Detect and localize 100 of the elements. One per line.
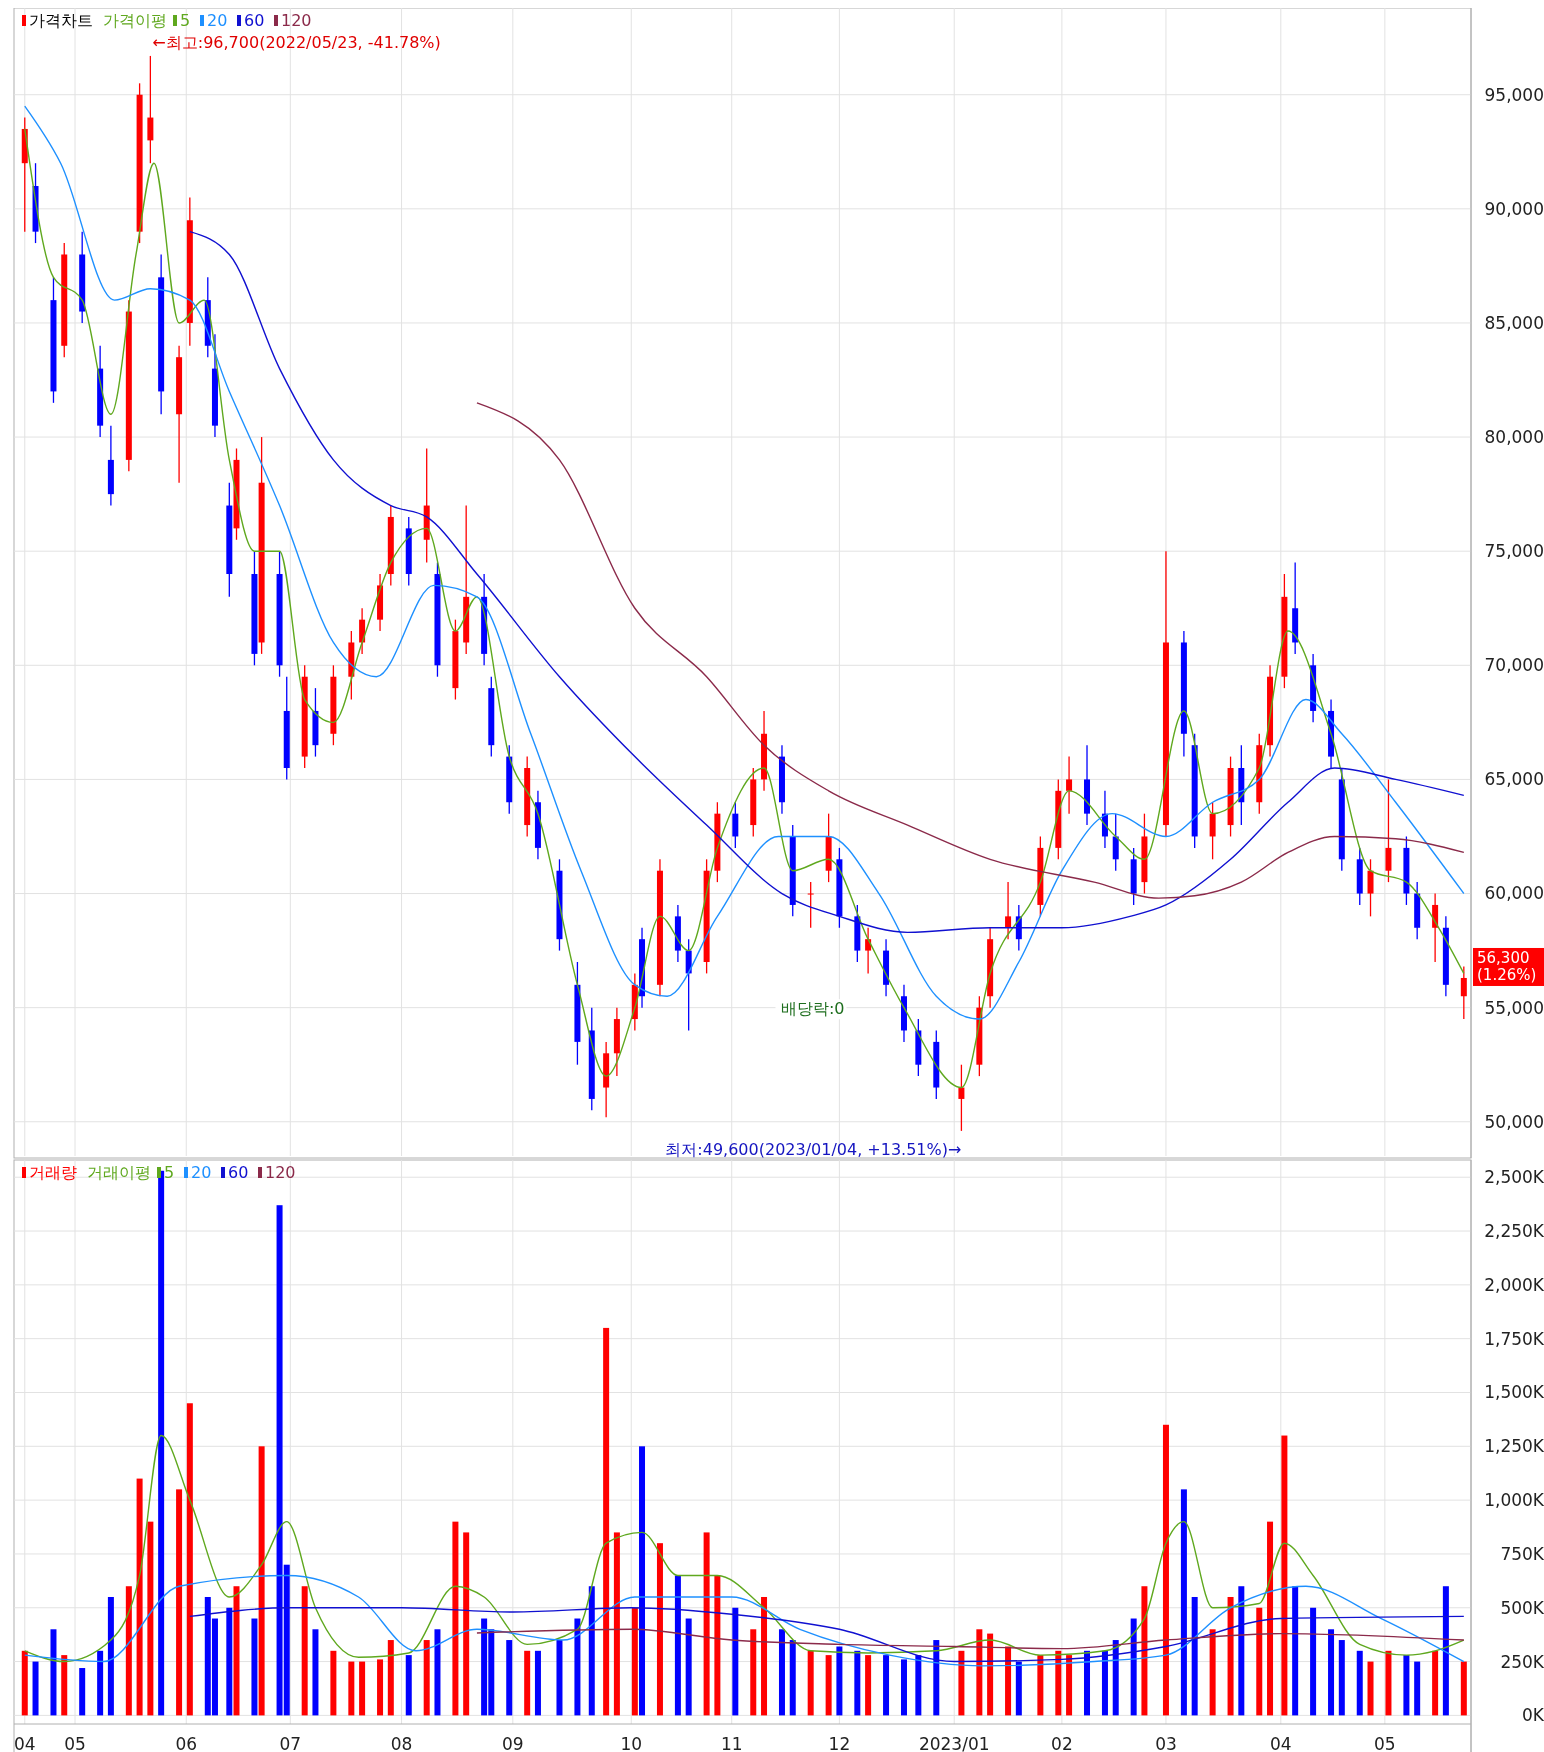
bar (61, 1655, 68, 1716)
bar (312, 1629, 319, 1716)
bar (1238, 1586, 1245, 1716)
bar (1015, 1661, 1022, 1716)
candlestick (147, 55, 154, 164)
bar (258, 1446, 265, 1716)
bar (97, 1650, 104, 1716)
bar (1292, 1586, 1299, 1716)
bar (186, 1403, 193, 1716)
candlestick (1112, 813, 1119, 872)
bar (1256, 1607, 1263, 1716)
bar (32, 1661, 39, 1716)
bar (656, 1543, 663, 1716)
bar (348, 1661, 355, 1716)
bar (330, 1650, 337, 1716)
bar (1084, 1650, 1091, 1716)
bar (750, 1629, 757, 1716)
bar (732, 1607, 739, 1716)
y-tick-label: 60,000 (1484, 883, 1544, 904)
bar (434, 1629, 441, 1716)
y-tick-label: 90,000 (1484, 198, 1544, 219)
legend-label: 거래량 (29, 1163, 77, 1182)
bar (1356, 1650, 1363, 1716)
bar (107, 1596, 114, 1716)
bar (1385, 1650, 1392, 1716)
bar (1209, 1629, 1216, 1716)
candlestick (1460, 965, 1467, 1020)
bar (1130, 1618, 1137, 1716)
x-tick-label: 10 (620, 1734, 643, 1752)
x-tick-label: 06 (175, 1734, 198, 1752)
bar (588, 1586, 595, 1716)
bar (524, 1650, 531, 1716)
legend-title: 거래이평 (87, 1163, 151, 1182)
x-tick-label: 04 (13, 1734, 36, 1752)
bar (1338, 1640, 1345, 1716)
bar (714, 1575, 721, 1716)
bar (176, 1489, 183, 1716)
candlestick (1209, 801, 1216, 860)
y-tick-label: 50,000 (1484, 1111, 1544, 1132)
candlestick (1066, 755, 1073, 815)
bar (631, 1607, 638, 1716)
bar (574, 1618, 581, 1716)
y-tick-label: 70,000 (1484, 655, 1544, 676)
x-tick-label: 11 (720, 1734, 743, 1752)
bar (1403, 1655, 1410, 1716)
bar (825, 1655, 832, 1716)
line-series (189, 1607, 1465, 1663)
line-series (476, 402, 1465, 899)
bar (778, 1629, 785, 1716)
legend-label: 20 (207, 11, 228, 30)
bar (158, 1170, 165, 1716)
candlestick (1367, 858, 1374, 918)
y-tick-label: 750K (1500, 1543, 1544, 1564)
legend-label: 60 (244, 11, 265, 30)
bar (125, 1586, 132, 1716)
legend-label: 5 (180, 11, 191, 30)
bar (1005, 1646, 1012, 1716)
bar (1191, 1596, 1198, 1716)
bar (1227, 1596, 1234, 1716)
y-tick-label: 55,000 (1484, 997, 1544, 1018)
annotation: ←최고:96,700(2022/05/23, -41.78%) (152, 32, 441, 52)
bar (703, 1532, 710, 1716)
bar (1281, 1435, 1288, 1716)
bar (854, 1650, 861, 1716)
bar (1112, 1640, 1119, 1716)
bar (423, 1640, 430, 1716)
bar (1162, 1424, 1169, 1716)
y-tick-label: 500K (1500, 1597, 1544, 1618)
x-tick-label: 2023/01 (918, 1734, 990, 1752)
bar (761, 1596, 768, 1716)
y-tick-label: 2,000K (1484, 1274, 1544, 1295)
y-tick-label: 1,500K (1484, 1382, 1544, 1403)
bar (226, 1607, 233, 1716)
candlestick (1005, 881, 1012, 940)
legend-label: 20 (191, 1163, 212, 1182)
x-tick-label: 12 (828, 1734, 851, 1752)
bar (50, 1629, 57, 1716)
line-series (189, 230, 1465, 934)
bar (933, 1640, 940, 1716)
legend-label: 120 (281, 11, 312, 30)
bar (405, 1655, 412, 1716)
x-tick-label: 04 (1269, 1734, 1292, 1752)
bar (1066, 1655, 1073, 1716)
bar (1141, 1586, 1148, 1716)
y-tick-label: 0K (1522, 1705, 1544, 1726)
annotation: 최저:49,600(2023/01/04, +13.51%)→ (665, 1139, 962, 1159)
y-tick-label: 75,000 (1484, 541, 1544, 562)
bar (958, 1650, 965, 1716)
bar (1328, 1629, 1335, 1716)
bar (789, 1640, 796, 1716)
candlestick (1385, 778, 1392, 883)
bar (233, 1586, 240, 1716)
legend-label: 가격차트 (29, 11, 93, 30)
candlestick (807, 881, 814, 929)
candlestick (865, 927, 872, 975)
x-tick-label: 03 (1155, 1734, 1177, 1752)
bar (21, 1650, 28, 1716)
bar (639, 1446, 646, 1716)
y-tick-label: 2,250K (1484, 1220, 1544, 1241)
candlestick (958, 1064, 965, 1132)
